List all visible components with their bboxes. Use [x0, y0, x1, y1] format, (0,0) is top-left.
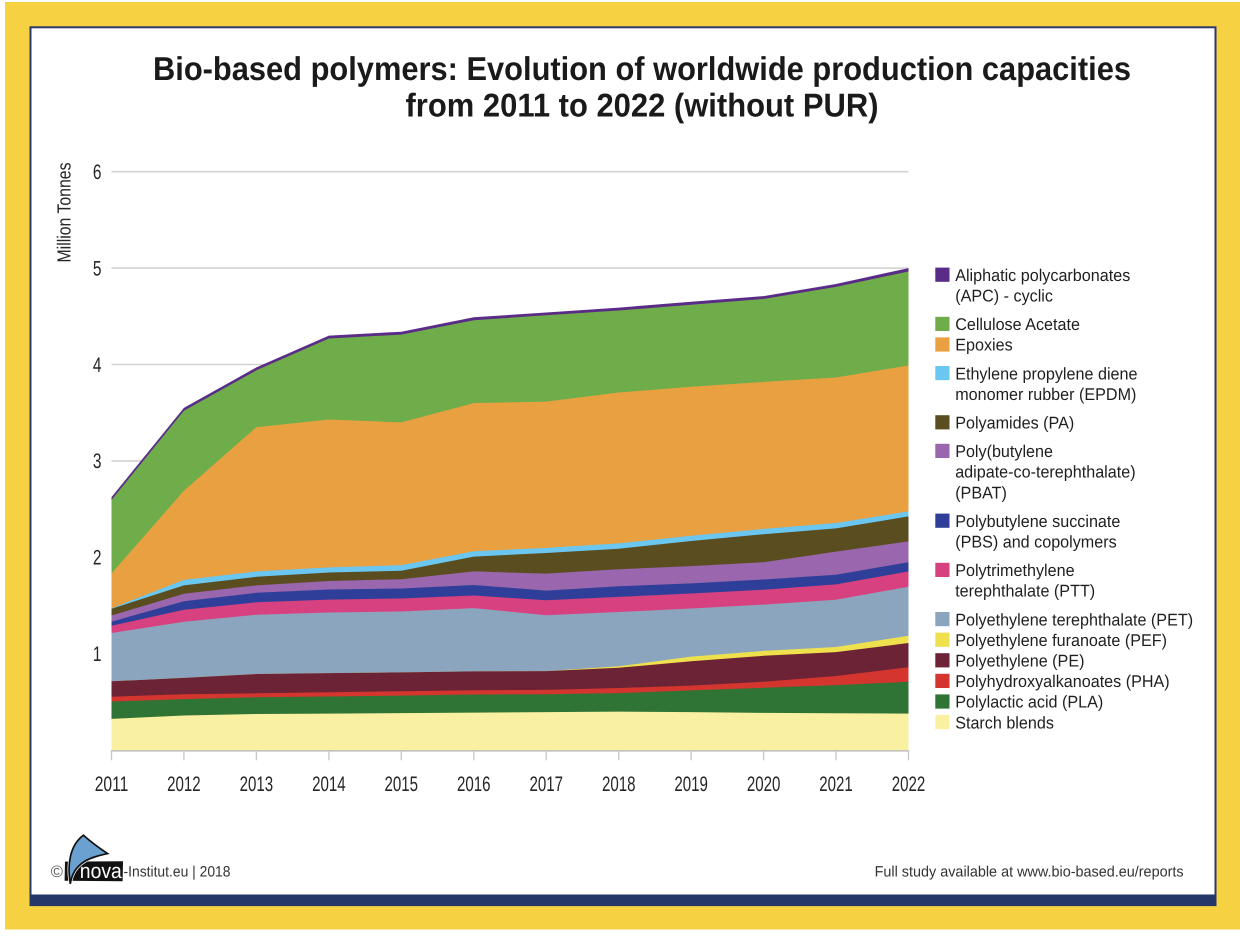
- svg-text:1: 1: [93, 643, 102, 666]
- svg-text:2022: 2022: [892, 773, 926, 796]
- svg-text:2011: 2011: [95, 773, 129, 796]
- svg-text:2021: 2021: [819, 773, 853, 796]
- svg-text:nova: nova: [80, 860, 122, 883]
- svg-text:Ethylene propylene diene: Ethylene propylene diene: [955, 364, 1137, 383]
- svg-text:©: ©: [51, 863, 63, 881]
- svg-text:Polyamides (PA): Polyamides (PA): [955, 414, 1074, 433]
- svg-text:2020: 2020: [747, 773, 781, 796]
- svg-text:Starch blends: Starch blends: [955, 713, 1054, 732]
- svg-text:Bio-based polymers: Evolution: Bio-based polymers: Evolution of worldwi…: [153, 50, 1131, 87]
- svg-text:Poly(butylene: Poly(butylene: [955, 442, 1053, 461]
- svg-text:2019: 2019: [674, 773, 708, 796]
- svg-text:monomer rubber (EPDM): monomer rubber (EPDM): [955, 385, 1136, 404]
- svg-text:adipate-co-terephthalate): adipate-co-terephthalate): [955, 463, 1135, 482]
- svg-text:5: 5: [93, 257, 102, 280]
- svg-text:2012: 2012: [167, 773, 201, 796]
- svg-text:2014: 2014: [312, 773, 346, 796]
- svg-text:4: 4: [93, 354, 102, 377]
- svg-text:terephthalate (PTT): terephthalate (PTT): [955, 582, 1095, 601]
- svg-text:Polyethylene (PE): Polyethylene (PE): [955, 652, 1084, 671]
- svg-text:2018: 2018: [602, 773, 636, 796]
- svg-text:6: 6: [93, 161, 102, 184]
- svg-text:(APC) - cyclic: (APC) - cyclic: [955, 287, 1053, 306]
- svg-text:2017: 2017: [529, 773, 563, 796]
- svg-text:Million Tonnes: Million Tonnes: [55, 163, 76, 263]
- svg-text:Polyethylene terephthalate (PE: Polyethylene terephthalate (PET): [955, 610, 1193, 629]
- svg-text:2013: 2013: [240, 773, 274, 796]
- svg-text:Cellulose Acetate: Cellulose Acetate: [955, 315, 1080, 334]
- svg-text:3: 3: [93, 450, 102, 473]
- svg-text:Full study available at www.bi: Full study available at www.bio-based.eu…: [875, 863, 1184, 880]
- svg-text:from 2011 to 2022 (without PUR: from 2011 to 2022 (without PUR): [406, 86, 879, 123]
- svg-text:Polytrimethylene: Polytrimethylene: [955, 561, 1074, 580]
- svg-text:(PBAT): (PBAT): [955, 483, 1007, 502]
- svg-text:(PBS) and copolymers: (PBS) and copolymers: [955, 533, 1116, 552]
- svg-text:Polylactic acid (PLA): Polylactic acid (PLA): [955, 693, 1103, 712]
- svg-text:2016: 2016: [457, 773, 491, 796]
- svg-text:-Institut.eu | 2018: -Institut.eu | 2018: [124, 863, 231, 880]
- svg-text:Epoxies: Epoxies: [955, 336, 1013, 355]
- svg-text:Polyethylene furanoate (PEF): Polyethylene furanoate (PEF): [955, 631, 1167, 650]
- svg-text:Aliphatic polycarbonates: Aliphatic polycarbonates: [955, 266, 1130, 285]
- svg-text:2: 2: [93, 547, 102, 570]
- svg-text:2015: 2015: [385, 773, 419, 796]
- svg-text:Polybutylene succinate: Polybutylene succinate: [955, 512, 1120, 531]
- svg-text:Polyhydroxyalkanoates (PHA): Polyhydroxyalkanoates (PHA): [955, 672, 1169, 691]
